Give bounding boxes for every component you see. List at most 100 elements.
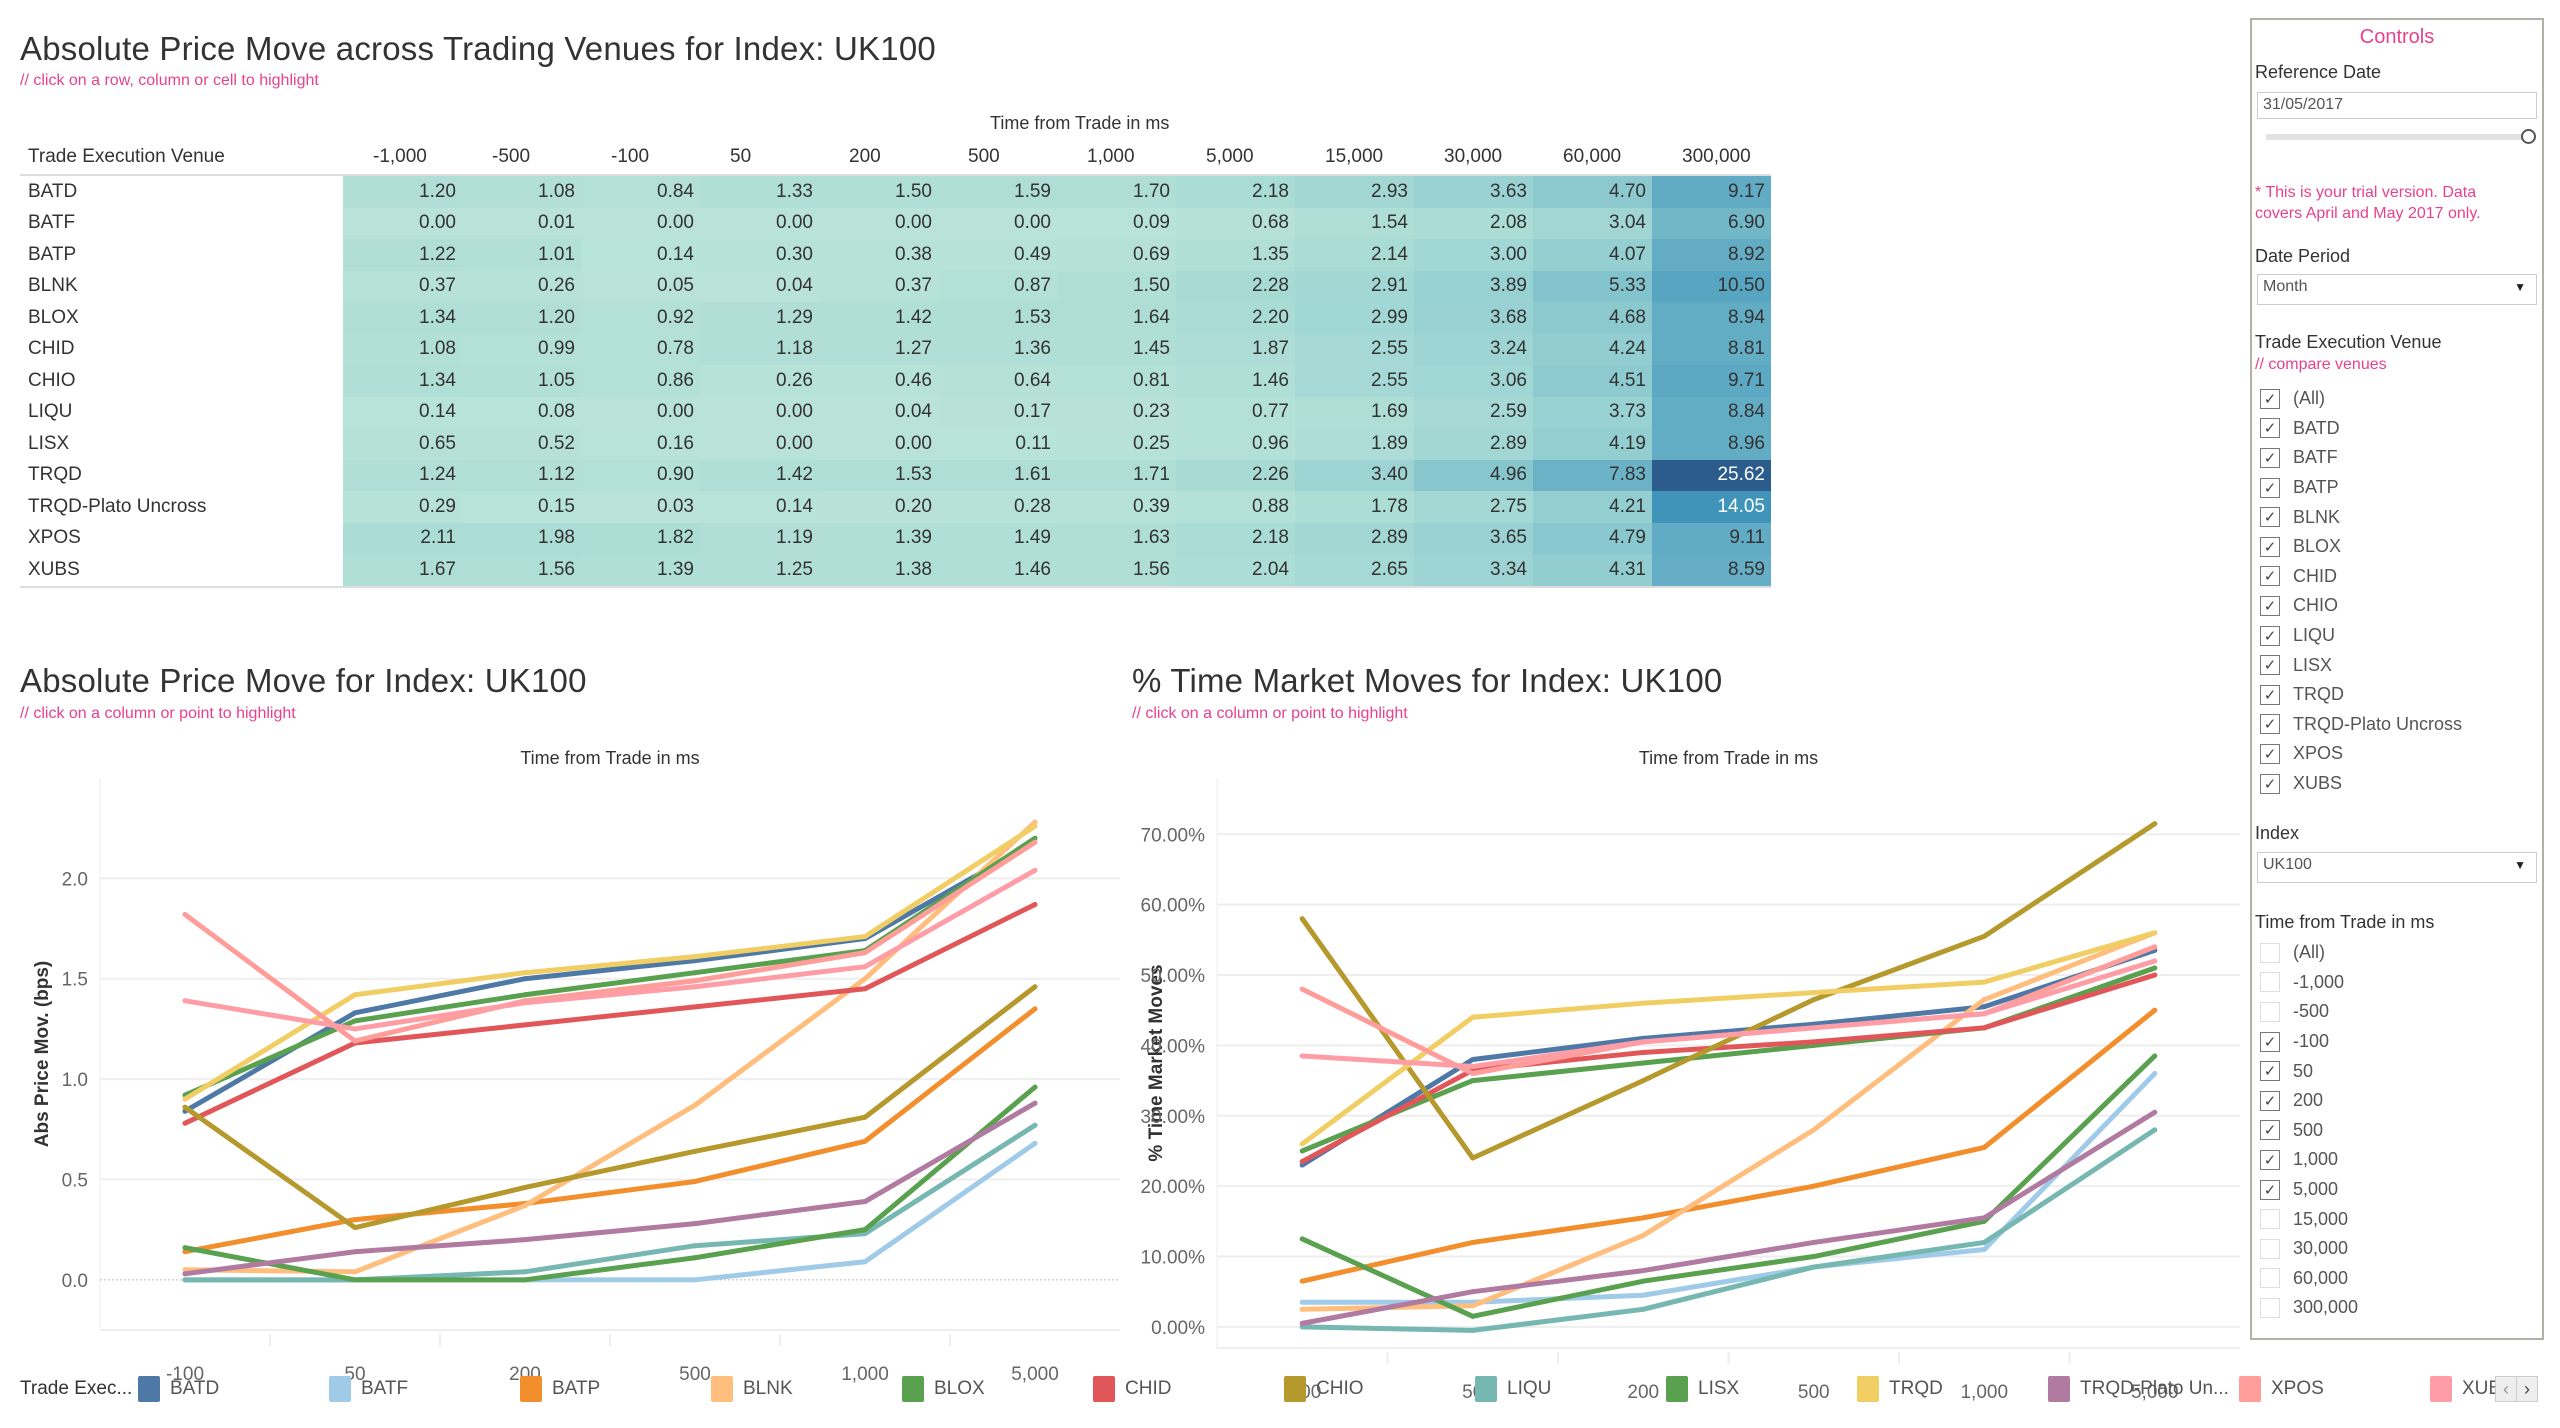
heatmap-cell[interactable]: 6.90	[1652, 207, 1771, 239]
heatmap-cell[interactable]: 0.90	[581, 459, 700, 491]
column-header[interactable]: -500	[462, 140, 581, 176]
data-point[interactable]	[1470, 1303, 1476, 1309]
legend-item[interactable]: BLNK	[711, 1376, 793, 1402]
heatmap-cell[interactable]: 1.20	[343, 175, 462, 208]
table-row[interactable]: TRQD-Plato Uncross 0.29 0.15 0.03 0.14 0.20 0.…	[20, 491, 1771, 523]
data-point[interactable]	[1811, 1127, 1817, 1133]
index-dropdown[interactable]: UK100 ▼	[2257, 852, 2537, 883]
heatmap-cell[interactable]: 1.46	[938, 554, 1057, 588]
venue-name[interactable]: BATD	[28, 180, 78, 202]
data-point[interactable]	[1640, 1039, 1646, 1045]
data-point[interactable]	[2152, 972, 2158, 978]
column-header[interactable]: 15,000	[1295, 140, 1414, 176]
checkbox-checked-icon[interactable]: ✓	[2260, 595, 2280, 616]
column-header[interactable]: -100	[581, 140, 700, 176]
data-point[interactable]	[1032, 1006, 1038, 1012]
data-point[interactable]	[862, 986, 868, 992]
filter-checkbox[interactable]: ✓ LISX	[2260, 650, 2462, 680]
data-point[interactable]	[862, 1259, 868, 1265]
heatmap-cell[interactable]: 0.00	[581, 396, 700, 428]
data-point[interactable]	[1032, 1122, 1038, 1128]
heatmap-cell[interactable]: 4.07	[1533, 239, 1652, 271]
series-line-xpos[interactable]	[182, 839, 1038, 1044]
filter-checkbox[interactable]: ✓ 1,000	[2260, 1145, 2358, 1175]
heatmap-cell[interactable]: 1.38	[819, 554, 938, 588]
date-period-dropdown[interactable]: Month ▼	[2257, 274, 2537, 305]
heatmap-cell[interactable]: 0.05	[581, 270, 700, 302]
heatmap-cell[interactable]: 0.77	[1176, 396, 1295, 428]
heatmap-cell[interactable]: 4.96	[1414, 459, 1533, 491]
data-point[interactable]	[1032, 984, 1038, 990]
data-point[interactable]	[1811, 1183, 1817, 1189]
series-line-liqu[interactable]	[1299, 1127, 2158, 1333]
column-header[interactable]: 5,000	[1176, 140, 1295, 176]
data-point[interactable]	[1299, 1306, 1305, 1312]
heatmap-cell[interactable]: 4.68	[1533, 302, 1652, 334]
heatmap-cell[interactable]: 2.28	[1176, 270, 1295, 302]
series-line-trqd[interactable]	[1299, 930, 2158, 1147]
checkbox-empty-icon[interactable]	[2260, 1268, 2280, 1289]
filter-checkbox[interactable]: ✓ BLNK	[2260, 502, 2462, 532]
data-point[interactable]	[862, 964, 868, 970]
data-point[interactable]	[1032, 839, 1038, 845]
heatmap-cell[interactable]: 1.12	[462, 459, 581, 491]
series-line-lisx[interactable]	[182, 1084, 1038, 1283]
heatmap-cell[interactable]: 0.11	[938, 428, 1057, 460]
heatmap-cell[interactable]: 3.00	[1414, 239, 1533, 271]
legend-item[interactable]: XPOS	[2239, 1376, 2324, 1402]
table-row[interactable]: BATD 1.20 1.08 0.84 1.33 1.50 1.59 1.70 2.18 2.93…	[20, 175, 1771, 208]
heatmap-cell[interactable]: 0.30	[700, 239, 819, 271]
heatmap-cell[interactable]: 4.79	[1533, 522, 1652, 554]
data-point[interactable]	[1640, 1268, 1646, 1274]
data-point[interactable]	[1032, 823, 1038, 829]
checkbox-empty-icon[interactable]	[2260, 1297, 2280, 1318]
data-point[interactable]	[1811, 1264, 1817, 1270]
data-point[interactable]	[1470, 1239, 1476, 1245]
data-point[interactable]	[862, 1199, 868, 1205]
venue-name[interactable]: BATF	[28, 212, 76, 234]
heatmap-cell[interactable]: 9.71	[1652, 365, 1771, 397]
table-row[interactable]: BLNK 0.37 0.26 0.05 0.04 0.37 0.87 1.50 2.28 2.91…	[20, 270, 1771, 302]
series-line-xubs[interactable]	[182, 867, 1038, 1032]
heatmap-cell[interactable]: 2.93	[1295, 175, 1414, 208]
series-line-xubs[interactable]	[1299, 958, 2158, 1070]
heatmap-cell[interactable]: 1.67	[343, 554, 462, 588]
heatmap-cell[interactable]: 1.36	[938, 333, 1057, 365]
heatmap-cell[interactable]: 1.63	[1057, 522, 1176, 554]
data-point[interactable]	[182, 1120, 188, 1126]
data-point[interactable]	[182, 1277, 188, 1283]
heatmap-cell[interactable]: 1.64	[1057, 302, 1176, 334]
data-point[interactable]	[692, 1255, 698, 1261]
data-point[interactable]	[692, 1102, 698, 1108]
data-point[interactable]	[1470, 1071, 1476, 1077]
heatmap-cell[interactable]: 2.55	[1295, 365, 1414, 397]
heatmap-cell[interactable]: 4.70	[1533, 175, 1652, 208]
checkbox-checked-icon[interactable]: ✓	[2260, 1179, 2280, 1200]
data-point[interactable]	[692, 984, 698, 990]
data-point[interactable]	[1981, 933, 1987, 939]
checkbox-checked-icon[interactable]: ✓	[2260, 1120, 2280, 1141]
checkbox-checked-icon[interactable]: ✓	[2260, 536, 2280, 557]
table-row[interactable]: LISX 0.65 0.52 0.16 0.00 0.00 0.11 0.25 0.96 1.89…	[20, 428, 1771, 460]
data-point[interactable]	[352, 1277, 358, 1283]
venue-name[interactable]: TRQD	[28, 464, 82, 486]
table-row[interactable]: CHID 1.08 0.99 0.78 1.18 1.27 1.36 1.45 1.87 2.55…	[20, 333, 1771, 365]
heatmap-cell[interactable]: 8.84	[1652, 396, 1771, 428]
x-tick-label[interactable]: 200	[1627, 1382, 1659, 1403]
heatmap-cell[interactable]: 0.46	[819, 365, 938, 397]
heatmap-cell[interactable]: 1.08	[343, 333, 462, 365]
data-point[interactable]	[522, 992, 528, 998]
data-point[interactable]	[692, 1004, 698, 1010]
heatmap-cell[interactable]: 0.00	[700, 428, 819, 460]
heatmap-cell[interactable]: 0.81	[1057, 365, 1176, 397]
filter-checkbox[interactable]: (All)	[2260, 938, 2358, 968]
data-point[interactable]	[1470, 1155, 1476, 1161]
heatmap-cell[interactable]: 0.99	[462, 333, 581, 365]
heatmap-cell[interactable]: 0.00	[819, 428, 938, 460]
heatmap-cell[interactable]: 0.65	[343, 428, 462, 460]
series-line-chio[interactable]	[1299, 821, 2158, 1161]
slider-handle[interactable]	[2521, 129, 2536, 144]
heatmap-cell[interactable]: 3.65	[1414, 522, 1533, 554]
heatmap-cell[interactable]: 0.00	[938, 207, 1057, 239]
data-point[interactable]	[352, 1010, 358, 1016]
